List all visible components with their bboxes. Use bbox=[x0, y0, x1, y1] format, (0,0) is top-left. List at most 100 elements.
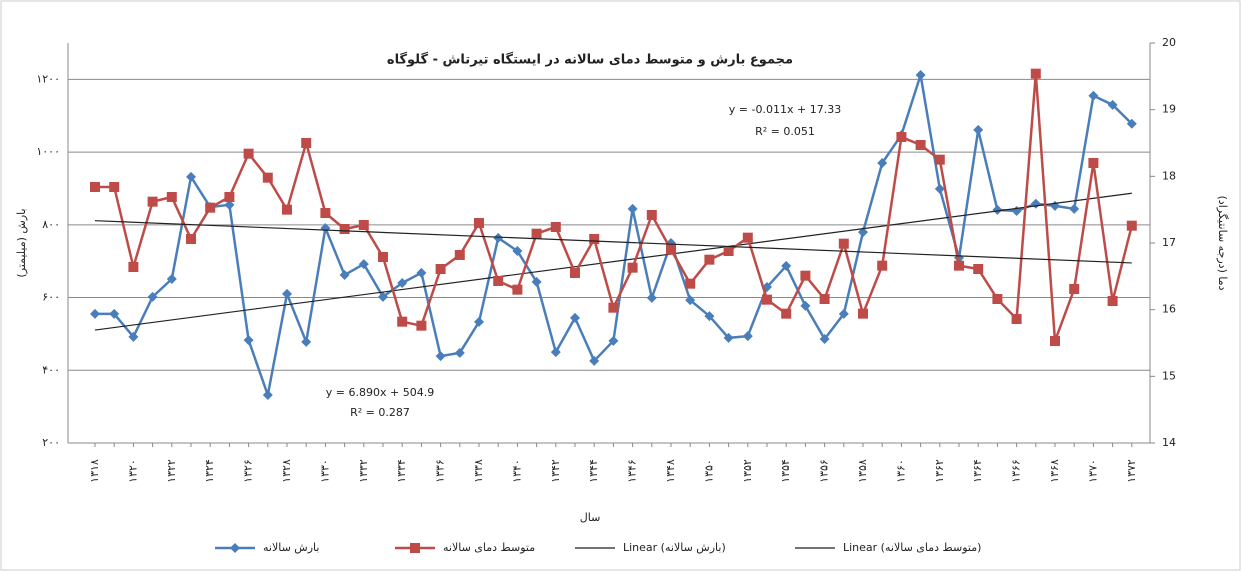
marker bbox=[378, 252, 388, 262]
marker bbox=[512, 284, 523, 295]
x-tick-label: ۱۳۶۰ bbox=[894, 459, 907, 483]
marker bbox=[608, 335, 619, 346]
x-tick-label: ۱۳۲۰ bbox=[126, 459, 139, 483]
marker bbox=[301, 138, 312, 148]
marker bbox=[742, 331, 753, 342]
marker bbox=[819, 334, 830, 344]
marker bbox=[742, 232, 753, 243]
x-tick-label: ۱۳۵۴ bbox=[779, 459, 792, 483]
marker bbox=[454, 250, 465, 260]
marker bbox=[166, 192, 177, 202]
marker bbox=[896, 132, 907, 142]
marker bbox=[531, 228, 542, 239]
marker bbox=[877, 158, 888, 168]
marker bbox=[90, 308, 100, 319]
marker bbox=[704, 254, 715, 265]
marker bbox=[378, 291, 388, 302]
marker bbox=[1069, 203, 1080, 214]
y-tick-label: ۶۰۰ bbox=[42, 291, 60, 304]
legend-label: Linear (متوسط دمای سالانه) bbox=[843, 541, 981, 554]
marker bbox=[166, 274, 177, 284]
marker bbox=[781, 308, 792, 319]
x-tick-label: ۱۳۶۲ bbox=[933, 459, 946, 483]
marker bbox=[90, 182, 100, 192]
marker bbox=[723, 332, 734, 343]
marker bbox=[339, 270, 350, 280]
x-tick-label: ۱۳۵۸ bbox=[856, 459, 869, 483]
marker bbox=[109, 182, 120, 192]
y-tick-label: ۱۰۰۰ bbox=[36, 145, 60, 158]
marker bbox=[915, 140, 926, 150]
x-tick-label: ۱۳۶۴ bbox=[971, 459, 984, 483]
marker bbox=[397, 316, 408, 327]
trend-line bbox=[94, 192, 1132, 331]
marker bbox=[147, 291, 158, 302]
x-tick-label: ۱۳۱۸ bbox=[88, 459, 101, 483]
marker bbox=[1126, 220, 1137, 231]
marker bbox=[205, 202, 216, 213]
x-tick-label: ۱۳۶۶ bbox=[1010, 459, 1023, 483]
x-tick-label: ۱۳۳۴ bbox=[395, 459, 408, 483]
marker bbox=[762, 294, 772, 305]
marker bbox=[838, 238, 849, 249]
marker bbox=[493, 232, 504, 243]
y-tick-label: ۴۰۰ bbox=[42, 363, 60, 376]
annotation: y = -0.011x + 17.33 bbox=[729, 103, 841, 116]
y-axis-title: بارش (میلیمتر) bbox=[15, 208, 28, 277]
x-tick-label: ۱۳۲۲ bbox=[165, 459, 178, 483]
marker bbox=[550, 347, 561, 358]
x-tick-label: ۱۳۴۶ bbox=[626, 459, 639, 483]
marker bbox=[128, 262, 139, 272]
marker bbox=[474, 218, 484, 228]
marker bbox=[454, 347, 465, 358]
marker bbox=[512, 246, 523, 256]
x-tick-label: ۱۳۳۲ bbox=[357, 459, 370, 483]
marker bbox=[800, 300, 811, 311]
x-tick-label: ۱۳۵۰ bbox=[702, 459, 715, 483]
marker bbox=[723, 246, 734, 256]
marker bbox=[339, 224, 350, 234]
y2-tick-label: 17 bbox=[1162, 236, 1176, 249]
x-tick-label: ۱۳۷۰ bbox=[1086, 459, 1099, 483]
marker bbox=[646, 210, 657, 220]
y2-tick-label: 16 bbox=[1162, 303, 1176, 316]
marker bbox=[589, 355, 600, 366]
marker bbox=[666, 244, 676, 255]
marker bbox=[186, 171, 196, 182]
x-tick-label: ۱۳۷۲ bbox=[1125, 459, 1138, 483]
marker bbox=[1107, 296, 1118, 306]
marker bbox=[416, 320, 427, 331]
y2-tick-label: 14 bbox=[1162, 436, 1176, 449]
marker bbox=[1126, 118, 1137, 129]
marker bbox=[262, 172, 273, 183]
marker bbox=[570, 268, 580, 278]
marker bbox=[435, 264, 446, 274]
marker bbox=[858, 308, 868, 319]
marker bbox=[435, 351, 446, 362]
marker bbox=[474, 316, 484, 327]
x-tick-label: ۱۳۴۸ bbox=[664, 459, 677, 483]
marker bbox=[1011, 314, 1022, 324]
marker bbox=[973, 264, 984, 274]
marker bbox=[147, 196, 158, 207]
marker bbox=[358, 259, 369, 270]
x-tick-label: ۱۳۵۶ bbox=[818, 459, 831, 483]
marker bbox=[627, 262, 638, 273]
marker bbox=[186, 234, 196, 244]
x-tick-label: ۱۳۳۶ bbox=[434, 459, 447, 483]
marker bbox=[128, 331, 139, 342]
marker bbox=[685, 278, 696, 289]
marker bbox=[589, 234, 600, 244]
x-tick-label: ۱۳۲۶ bbox=[242, 459, 255, 483]
marker bbox=[800, 270, 811, 281]
marker bbox=[301, 336, 312, 347]
marker bbox=[1050, 336, 1060, 346]
chart-title: مجموع بارش و متوسط دمای سالانه در ایستگا… bbox=[387, 52, 793, 68]
marker bbox=[915, 70, 926, 80]
marker bbox=[224, 192, 235, 202]
marker bbox=[262, 390, 273, 400]
marker bbox=[685, 295, 696, 306]
legend-marker bbox=[230, 543, 240, 553]
marker bbox=[608, 302, 619, 313]
marker bbox=[1030, 68, 1041, 79]
